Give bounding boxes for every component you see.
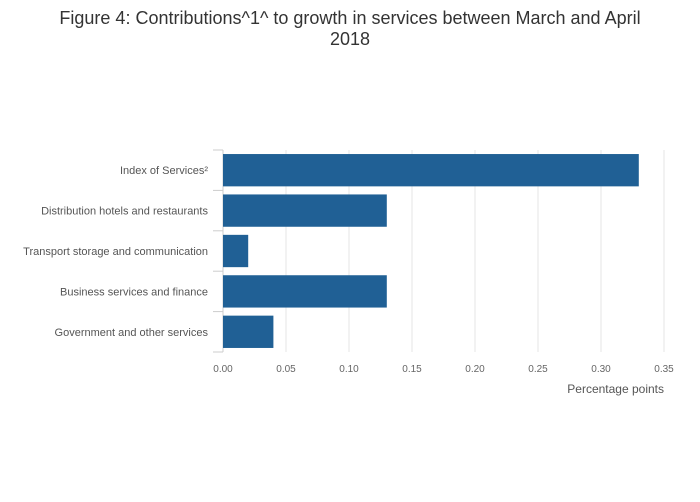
- x-tick-label: 0.10: [339, 364, 359, 375]
- chart-title-line-2: 2018: [330, 29, 370, 49]
- bar: [223, 275, 387, 308]
- category-label: Transport storage and communication: [23, 246, 208, 258]
- bar: [223, 234, 249, 268]
- x-tick-label: 0.20: [465, 364, 485, 375]
- category-label: Government and other services: [55, 327, 209, 339]
- bar: [223, 154, 639, 187]
- bar: [223, 315, 274, 348]
- category-label: Distribution hotels and restaurants: [41, 206, 208, 218]
- bars: [223, 154, 639, 348]
- chart-title-line-1: Figure 4: Contributions^1^ to growth in …: [59, 8, 640, 28]
- x-tick-label: 0.35: [654, 364, 674, 375]
- x-tick-label: 0.00: [213, 364, 233, 375]
- x-tick-label: 0.15: [402, 364, 422, 375]
- category-label: Business services and finance: [60, 286, 208, 298]
- x-tick-label: 0.30: [591, 364, 611, 375]
- category-label: Index of Services²: [120, 165, 208, 177]
- category-labels: Index of Services² Distribution hotels an…: [23, 165, 208, 339]
- bar: [223, 194, 387, 227]
- x-tick-label: 0.05: [276, 364, 296, 375]
- x-axis-title: Percentage points: [567, 382, 664, 396]
- x-tick-label: 0.25: [528, 364, 548, 375]
- x-tick-labels: 0.00 0.05 0.10 0.15 0.20 0.25 0.30 0.35: [213, 364, 674, 375]
